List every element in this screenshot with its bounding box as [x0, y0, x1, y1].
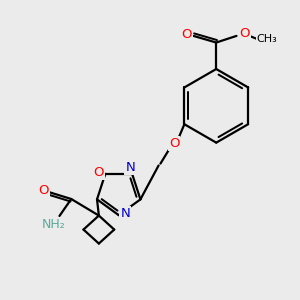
Text: N: N	[121, 207, 130, 220]
Text: CH₃: CH₃	[257, 34, 278, 44]
Text: O: O	[182, 28, 192, 41]
Text: O: O	[38, 184, 49, 197]
Text: O: O	[239, 27, 250, 40]
Text: N: N	[125, 161, 135, 174]
Text: O: O	[169, 137, 179, 150]
Text: NH₂: NH₂	[42, 218, 66, 231]
Text: O: O	[93, 166, 104, 178]
